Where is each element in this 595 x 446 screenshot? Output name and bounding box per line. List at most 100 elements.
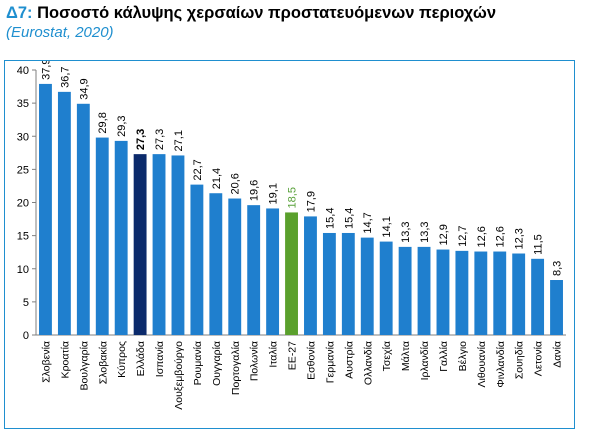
bar xyxy=(133,154,147,335)
bar xyxy=(550,280,563,335)
y-tick-label: 35 xyxy=(17,98,29,110)
chart-title: Δ7: Ποσοστό κάλυψης χερσαίων προστατευόμ… xyxy=(6,2,496,24)
bar xyxy=(531,258,545,335)
bar-value-label: 27,1 xyxy=(173,130,185,151)
category-label: Πολωνία xyxy=(249,341,261,381)
bar xyxy=(76,103,90,335)
category-label: Μάλτα xyxy=(400,341,412,371)
bar-value-label: 29,3 xyxy=(116,115,128,136)
bar-value-label: 8,3 xyxy=(552,261,564,276)
title-text: Ποσοστό κάλυψης χερσαίων προστατευόμενων… xyxy=(37,4,496,22)
bar-value-label: 27,3 xyxy=(135,129,147,150)
category-label: Ολλανδία xyxy=(362,341,374,385)
y-tick-label: 25 xyxy=(17,164,29,176)
category-label: Γαλλία xyxy=(438,341,450,372)
bar xyxy=(379,241,393,335)
category-label: Αυστρία xyxy=(343,341,355,379)
category-label: Λιθουανία xyxy=(476,341,488,388)
bar-value-label: 37,9 xyxy=(40,61,52,80)
bar xyxy=(512,253,526,335)
category-label: Ιρλανδία xyxy=(419,341,431,380)
category-label: Ιταλία xyxy=(268,341,280,368)
bar xyxy=(322,232,336,335)
bar-value-label: 12,7 xyxy=(457,225,469,246)
chart-frame: 0 5 10 15 20 25 30 35 40 37,9 Σλοβενία 36,7 Κροατία 3… xyxy=(4,60,575,429)
bar xyxy=(171,155,185,335)
bar-value-label: 19,1 xyxy=(268,183,280,204)
bar-value-label: 29,8 xyxy=(97,112,109,133)
bar-value-label: 19,6 xyxy=(249,180,261,201)
bar-value-label: 14,7 xyxy=(362,212,374,233)
category-label: Τσεχία xyxy=(381,341,393,371)
y-tick-label: 20 xyxy=(17,198,29,210)
y-tick-label: 30 xyxy=(17,131,29,143)
category-label: Δανία xyxy=(552,341,564,368)
bar xyxy=(360,237,374,335)
category-label: Γερμανία xyxy=(324,341,336,383)
y-tick-label: 10 xyxy=(17,264,29,276)
figure-code: Δ7: xyxy=(6,4,33,22)
chart-subtitle: (Eurostat, 2020) xyxy=(6,24,114,41)
category-label: Ελλάδα xyxy=(135,341,147,376)
bar-value-label: 12,9 xyxy=(438,224,450,245)
bar-value-label: 27,3 xyxy=(154,129,166,150)
bar-value-label: 18,5 xyxy=(287,187,299,208)
bar xyxy=(398,246,412,335)
bar xyxy=(341,232,355,335)
category-label: Βέλγιο xyxy=(457,341,469,372)
bar xyxy=(304,216,317,335)
y-tick-label: 15 xyxy=(17,231,29,243)
category-label: Κύπρος xyxy=(116,341,128,378)
bar xyxy=(39,83,52,335)
y-tick-label: 40 xyxy=(17,65,29,77)
category-label: Ουγγαρία xyxy=(211,341,223,386)
bar xyxy=(152,154,166,335)
bar-value-label: 14,1 xyxy=(381,216,393,237)
bar-value-label: 21,4 xyxy=(211,168,223,189)
title-block: Δ7: Ποσοστό κάλυψης χερσαίων προστατευόμ… xyxy=(6,2,496,42)
bar xyxy=(266,208,280,335)
category-label: Λετονία xyxy=(533,341,545,376)
bar xyxy=(190,184,204,335)
bar-value-label: 11,5 xyxy=(533,234,545,255)
category-label: Σουηδία xyxy=(514,341,526,379)
category-label: Πορτογαλία xyxy=(230,341,242,395)
bar xyxy=(209,193,223,335)
category-label: Εσθονία xyxy=(305,341,317,380)
bar-value-label: 22,7 xyxy=(192,159,204,180)
category-label: Φινλανδία xyxy=(495,341,507,388)
bar-chart: 0 5 10 15 20 25 30 35 40 37,9 Σλοβενία 36,7 Κροατία 3… xyxy=(17,61,566,410)
bar-value-label: 13,3 xyxy=(400,221,412,242)
bar xyxy=(493,251,507,335)
bar xyxy=(474,251,488,335)
category-label: Σλοβακία xyxy=(97,341,109,384)
bar-value-label: 36,7 xyxy=(59,66,71,87)
y-tick-label: 5 xyxy=(23,297,29,309)
y-tick-label: 0 xyxy=(23,330,29,342)
bar xyxy=(455,250,469,335)
bar-value-label: 12,6 xyxy=(495,226,507,247)
bar-value-label: 12,3 xyxy=(514,228,526,249)
category-label: Ισπανία xyxy=(154,341,166,377)
category-label: Σλοβενία xyxy=(40,341,52,383)
bar-value-label: 20,6 xyxy=(230,173,242,194)
bar-value-label: 12,6 xyxy=(476,226,488,247)
bar xyxy=(95,137,109,335)
bar-value-label: 15,4 xyxy=(324,208,336,229)
bar-value-label: 13,3 xyxy=(419,221,431,242)
bar xyxy=(114,140,128,335)
category-label: Κροατία xyxy=(59,341,71,378)
category-label: Βουλγαρία xyxy=(78,341,90,391)
bar xyxy=(417,246,431,335)
bar-value-label: 34,9 xyxy=(78,78,90,99)
bar xyxy=(436,249,450,335)
bar xyxy=(285,212,298,335)
category-label: Λουξεμβούργο xyxy=(173,341,185,410)
bar-value-label: 15,4 xyxy=(343,208,355,229)
category-label: Ρουμανία xyxy=(192,341,204,385)
bar xyxy=(57,91,71,335)
bar-value-label: 17,9 xyxy=(305,191,317,212)
category-label: ΕΕ-27 xyxy=(287,341,299,370)
bar xyxy=(247,205,261,335)
bar xyxy=(228,198,242,335)
